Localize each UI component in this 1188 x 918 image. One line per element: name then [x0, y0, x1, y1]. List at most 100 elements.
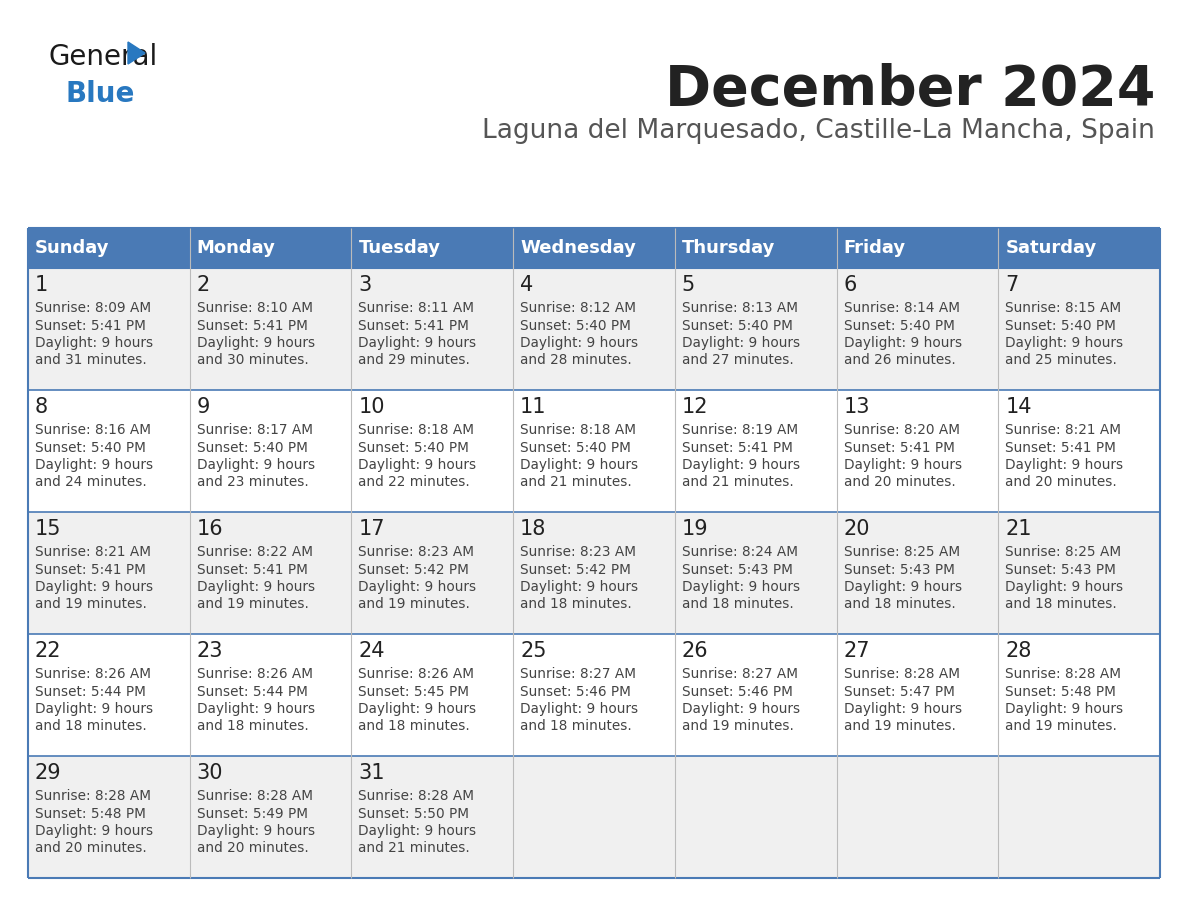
- Text: and 21 minutes.: and 21 minutes.: [359, 842, 470, 856]
- Text: Daylight: 9 hours: Daylight: 9 hours: [843, 702, 962, 716]
- Bar: [998, 268, 1159, 390]
- Text: 6: 6: [843, 275, 857, 295]
- Text: Sunrise: 8:28 AM: Sunrise: 8:28 AM: [359, 789, 474, 803]
- Text: Laguna del Marquesado, Castille-La Mancha, Spain: Laguna del Marquesado, Castille-La Manch…: [482, 118, 1155, 144]
- Text: Sunrise: 8:22 AM: Sunrise: 8:22 AM: [197, 545, 312, 559]
- Text: Daylight: 9 hours: Daylight: 9 hours: [197, 458, 315, 472]
- Text: 11: 11: [520, 397, 546, 417]
- Text: Sunrise: 8:25 AM: Sunrise: 8:25 AM: [1005, 545, 1121, 559]
- Text: and 28 minutes.: and 28 minutes.: [520, 353, 632, 367]
- Text: Sunrise: 8:24 AM: Sunrise: 8:24 AM: [682, 545, 798, 559]
- Bar: [836, 268, 998, 390]
- Text: Sunrise: 8:28 AM: Sunrise: 8:28 AM: [34, 789, 151, 803]
- Bar: [836, 512, 998, 634]
- Text: Blue: Blue: [67, 80, 135, 108]
- Text: Sunset: 5:42 PM: Sunset: 5:42 PM: [359, 563, 469, 577]
- Text: 2: 2: [197, 275, 210, 295]
- Text: Daylight: 9 hours: Daylight: 9 hours: [520, 336, 638, 350]
- Text: Sunrise: 8:26 AM: Sunrise: 8:26 AM: [197, 667, 312, 681]
- Text: Sunset: 5:41 PM: Sunset: 5:41 PM: [34, 319, 146, 332]
- Bar: [190, 268, 352, 390]
- Bar: [998, 756, 1159, 878]
- Text: Daylight: 9 hours: Daylight: 9 hours: [1005, 336, 1124, 350]
- Text: Saturday: Saturday: [1005, 239, 1097, 257]
- Text: 28: 28: [1005, 641, 1031, 661]
- Text: and 19 minutes.: and 19 minutes.: [34, 598, 147, 611]
- Bar: [352, 390, 513, 512]
- Bar: [675, 228, 836, 268]
- Text: Daylight: 9 hours: Daylight: 9 hours: [359, 824, 476, 838]
- Text: Monday: Monday: [197, 239, 276, 257]
- Text: and 18 minutes.: and 18 minutes.: [682, 598, 794, 611]
- Bar: [190, 228, 352, 268]
- Text: Sunrise: 8:20 AM: Sunrise: 8:20 AM: [843, 423, 960, 437]
- Text: Daylight: 9 hours: Daylight: 9 hours: [1005, 702, 1124, 716]
- Text: and 20 minutes.: and 20 minutes.: [843, 476, 955, 489]
- Text: Sunset: 5:46 PM: Sunset: 5:46 PM: [682, 685, 792, 699]
- Text: and 21 minutes.: and 21 minutes.: [682, 476, 794, 489]
- Text: Sunrise: 8:21 AM: Sunrise: 8:21 AM: [1005, 423, 1121, 437]
- Text: 12: 12: [682, 397, 708, 417]
- Text: and 19 minutes.: and 19 minutes.: [682, 720, 794, 733]
- Bar: [998, 390, 1159, 512]
- Text: and 21 minutes.: and 21 minutes.: [520, 476, 632, 489]
- Text: Sunset: 5:50 PM: Sunset: 5:50 PM: [359, 807, 469, 821]
- Text: 3: 3: [359, 275, 372, 295]
- Text: Daylight: 9 hours: Daylight: 9 hours: [34, 336, 153, 350]
- Text: Sunrise: 8:26 AM: Sunrise: 8:26 AM: [359, 667, 474, 681]
- Text: Sunset: 5:49 PM: Sunset: 5:49 PM: [197, 807, 308, 821]
- Bar: [352, 634, 513, 756]
- Text: Sunrise: 8:18 AM: Sunrise: 8:18 AM: [359, 423, 474, 437]
- Text: 27: 27: [843, 641, 870, 661]
- Text: Sunset: 5:41 PM: Sunset: 5:41 PM: [682, 441, 792, 454]
- Text: Daylight: 9 hours: Daylight: 9 hours: [682, 336, 800, 350]
- Bar: [836, 228, 998, 268]
- Text: and 18 minutes.: and 18 minutes.: [843, 598, 955, 611]
- Text: Daylight: 9 hours: Daylight: 9 hours: [34, 702, 153, 716]
- Text: Sunday: Sunday: [34, 239, 109, 257]
- Text: Sunset: 5:44 PM: Sunset: 5:44 PM: [197, 685, 308, 699]
- Text: December 2024: December 2024: [664, 63, 1155, 117]
- Text: and 18 minutes.: and 18 minutes.: [34, 720, 147, 733]
- Text: Sunrise: 8:27 AM: Sunrise: 8:27 AM: [682, 667, 798, 681]
- Text: and 30 minutes.: and 30 minutes.: [197, 353, 309, 367]
- Text: Daylight: 9 hours: Daylight: 9 hours: [197, 336, 315, 350]
- Text: Sunset: 5:48 PM: Sunset: 5:48 PM: [34, 807, 146, 821]
- Text: and 18 minutes.: and 18 minutes.: [1005, 598, 1117, 611]
- Text: Sunrise: 8:28 AM: Sunrise: 8:28 AM: [197, 789, 312, 803]
- Bar: [29, 634, 190, 756]
- Text: 26: 26: [682, 641, 708, 661]
- Text: and 25 minutes.: and 25 minutes.: [1005, 353, 1117, 367]
- Text: 7: 7: [1005, 275, 1018, 295]
- Text: Daylight: 9 hours: Daylight: 9 hours: [34, 824, 153, 838]
- Bar: [513, 228, 675, 268]
- Bar: [998, 634, 1159, 756]
- Text: Tuesday: Tuesday: [359, 239, 441, 257]
- Text: Sunset: 5:40 PM: Sunset: 5:40 PM: [359, 441, 469, 454]
- Text: 9: 9: [197, 397, 210, 417]
- Text: Sunrise: 8:15 AM: Sunrise: 8:15 AM: [1005, 301, 1121, 315]
- Text: and 22 minutes.: and 22 minutes.: [359, 476, 470, 489]
- Bar: [836, 390, 998, 512]
- Text: Sunset: 5:40 PM: Sunset: 5:40 PM: [34, 441, 146, 454]
- Bar: [29, 512, 190, 634]
- Text: Thursday: Thursday: [682, 239, 776, 257]
- Text: Sunset: 5:40 PM: Sunset: 5:40 PM: [682, 319, 792, 332]
- Text: Daylight: 9 hours: Daylight: 9 hours: [359, 702, 476, 716]
- Text: and 23 minutes.: and 23 minutes.: [197, 476, 309, 489]
- Text: Sunrise: 8:13 AM: Sunrise: 8:13 AM: [682, 301, 798, 315]
- Text: Sunset: 5:40 PM: Sunset: 5:40 PM: [843, 319, 954, 332]
- Text: 8: 8: [34, 397, 49, 417]
- Text: 22: 22: [34, 641, 62, 661]
- Text: and 18 minutes.: and 18 minutes.: [197, 720, 309, 733]
- Text: Sunrise: 8:19 AM: Sunrise: 8:19 AM: [682, 423, 798, 437]
- Text: Daylight: 9 hours: Daylight: 9 hours: [1005, 458, 1124, 472]
- Text: Daylight: 9 hours: Daylight: 9 hours: [682, 580, 800, 594]
- Text: Sunset: 5:41 PM: Sunset: 5:41 PM: [1005, 441, 1117, 454]
- Text: Sunset: 5:43 PM: Sunset: 5:43 PM: [682, 563, 792, 577]
- Text: Sunrise: 8:11 AM: Sunrise: 8:11 AM: [359, 301, 474, 315]
- Text: Daylight: 9 hours: Daylight: 9 hours: [520, 458, 638, 472]
- Text: and 20 minutes.: and 20 minutes.: [197, 842, 309, 856]
- Bar: [675, 634, 836, 756]
- Text: Daylight: 9 hours: Daylight: 9 hours: [843, 580, 962, 594]
